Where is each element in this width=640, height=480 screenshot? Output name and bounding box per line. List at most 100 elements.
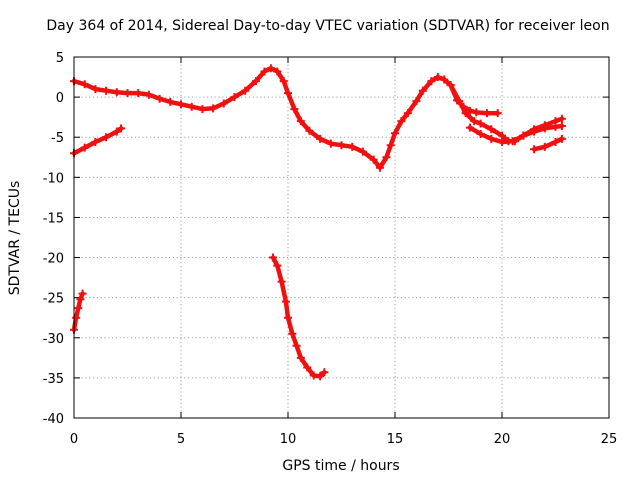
data-point: [348, 142, 357, 151]
data-point: [273, 67, 282, 76]
y-tick-label: -20: [43, 252, 64, 267]
y-tick-label: 0: [56, 91, 64, 106]
data-point: [166, 97, 175, 106]
x-tick-label: 10: [280, 432, 297, 447]
data-point: [433, 73, 442, 82]
data-point: [465, 123, 474, 132]
data-point: [241, 86, 250, 95]
data-point: [316, 134, 325, 143]
data-point: [418, 86, 427, 95]
data-point: [391, 129, 399, 138]
x-tick-label: 25: [601, 432, 618, 447]
data-point: [397, 117, 406, 126]
series-arc-main: [70, 64, 566, 172]
data-point: [279, 77, 288, 86]
data-point: [102, 133, 111, 142]
data-point: [112, 127, 121, 136]
data-point: [102, 86, 111, 95]
y-tick-label: -40: [43, 412, 64, 427]
y-tick-label: -10: [43, 171, 64, 186]
data-point: [134, 89, 143, 98]
data-point: [487, 125, 496, 134]
data-point: [91, 138, 100, 147]
data-point: [144, 90, 153, 99]
data-point: [369, 155, 378, 164]
ticks: [73, 56, 610, 419]
data-point: [74, 304, 83, 313]
data-point: [269, 253, 278, 262]
data-point: [508, 137, 517, 146]
data-point: [470, 117, 479, 126]
data-point: [530, 145, 539, 154]
grid: [74, 57, 609, 418]
y-tick-label: -25: [43, 292, 64, 307]
data-point: [403, 109, 412, 118]
chart-title: Day 364 of 2014, Sidereal Day-to-day VTE…: [46, 18, 609, 34]
series-arc-lower-left: [70, 289, 87, 334]
data-point: [427, 77, 436, 86]
data-point: [412, 97, 421, 106]
data-point: [219, 99, 228, 108]
x-tick-label: 0: [70, 432, 78, 447]
data-point: [284, 89, 292, 98]
series-arc-branch-upper: [446, 81, 502, 118]
x-tick-label: 20: [494, 432, 511, 447]
data-point: [440, 75, 449, 84]
data-point: [320, 368, 329, 377]
data-point: [112, 88, 121, 97]
data-point: [472, 108, 481, 117]
data-point: [446, 81, 455, 90]
data-point: [123, 89, 132, 98]
y-axis-label: SDTVAR / TECUs: [7, 181, 23, 296]
data-point: [540, 121, 549, 130]
series-line: [467, 116, 565, 145]
x-tick-label: 15: [387, 432, 404, 447]
x-tick-label: 5: [177, 432, 185, 447]
data-point: [260, 67, 269, 76]
data-point: [483, 109, 492, 118]
series-arc-branch-lower: [465, 114, 566, 147]
data-point: [198, 105, 207, 114]
data-point: [386, 141, 395, 150]
data-point: [551, 138, 560, 147]
data-point: [155, 94, 164, 103]
data-point: [296, 117, 305, 126]
data-point: [382, 153, 391, 162]
data-point: [316, 372, 325, 381]
data-point: [187, 102, 196, 111]
y-tick-label: -5: [51, 131, 64, 146]
data-point: [519, 131, 528, 140]
data-point: [251, 77, 260, 86]
y-tick-labels: 5 0 -5 -10 -15 -20 -25 -30 -35 -40: [43, 51, 64, 427]
series-arc-tail: [530, 134, 566, 154]
data-point: [292, 341, 301, 350]
data-point: [277, 277, 286, 286]
data-series: [70, 64, 566, 381]
data-point: [281, 297, 290, 306]
x-tick-labels: 0 5 10 15 20 25: [70, 432, 617, 447]
y-tick-label: 5: [56, 51, 64, 66]
data-point: [551, 117, 560, 126]
data-point: [465, 106, 474, 115]
data-point: [177, 100, 185, 109]
data-point: [337, 141, 346, 150]
data-point: [376, 163, 385, 172]
data-point: [476, 119, 485, 128]
data-point: [453, 96, 462, 105]
data-point: [498, 138, 506, 147]
series-line: [71, 65, 565, 170]
data-point: [117, 124, 126, 133]
data-point: [557, 114, 566, 123]
data-point: [305, 126, 314, 135]
data-point: [296, 353, 305, 362]
data-point: [487, 134, 496, 143]
data-point: [91, 85, 100, 94]
data-point: [290, 105, 299, 114]
y-tick-label: -15: [43, 211, 64, 226]
data-point: [72, 313, 81, 322]
series-line: [531, 136, 565, 152]
series-arc-early-rising: [70, 124, 126, 158]
y-tick-label: -30: [43, 332, 64, 347]
data-point: [76, 295, 85, 304]
